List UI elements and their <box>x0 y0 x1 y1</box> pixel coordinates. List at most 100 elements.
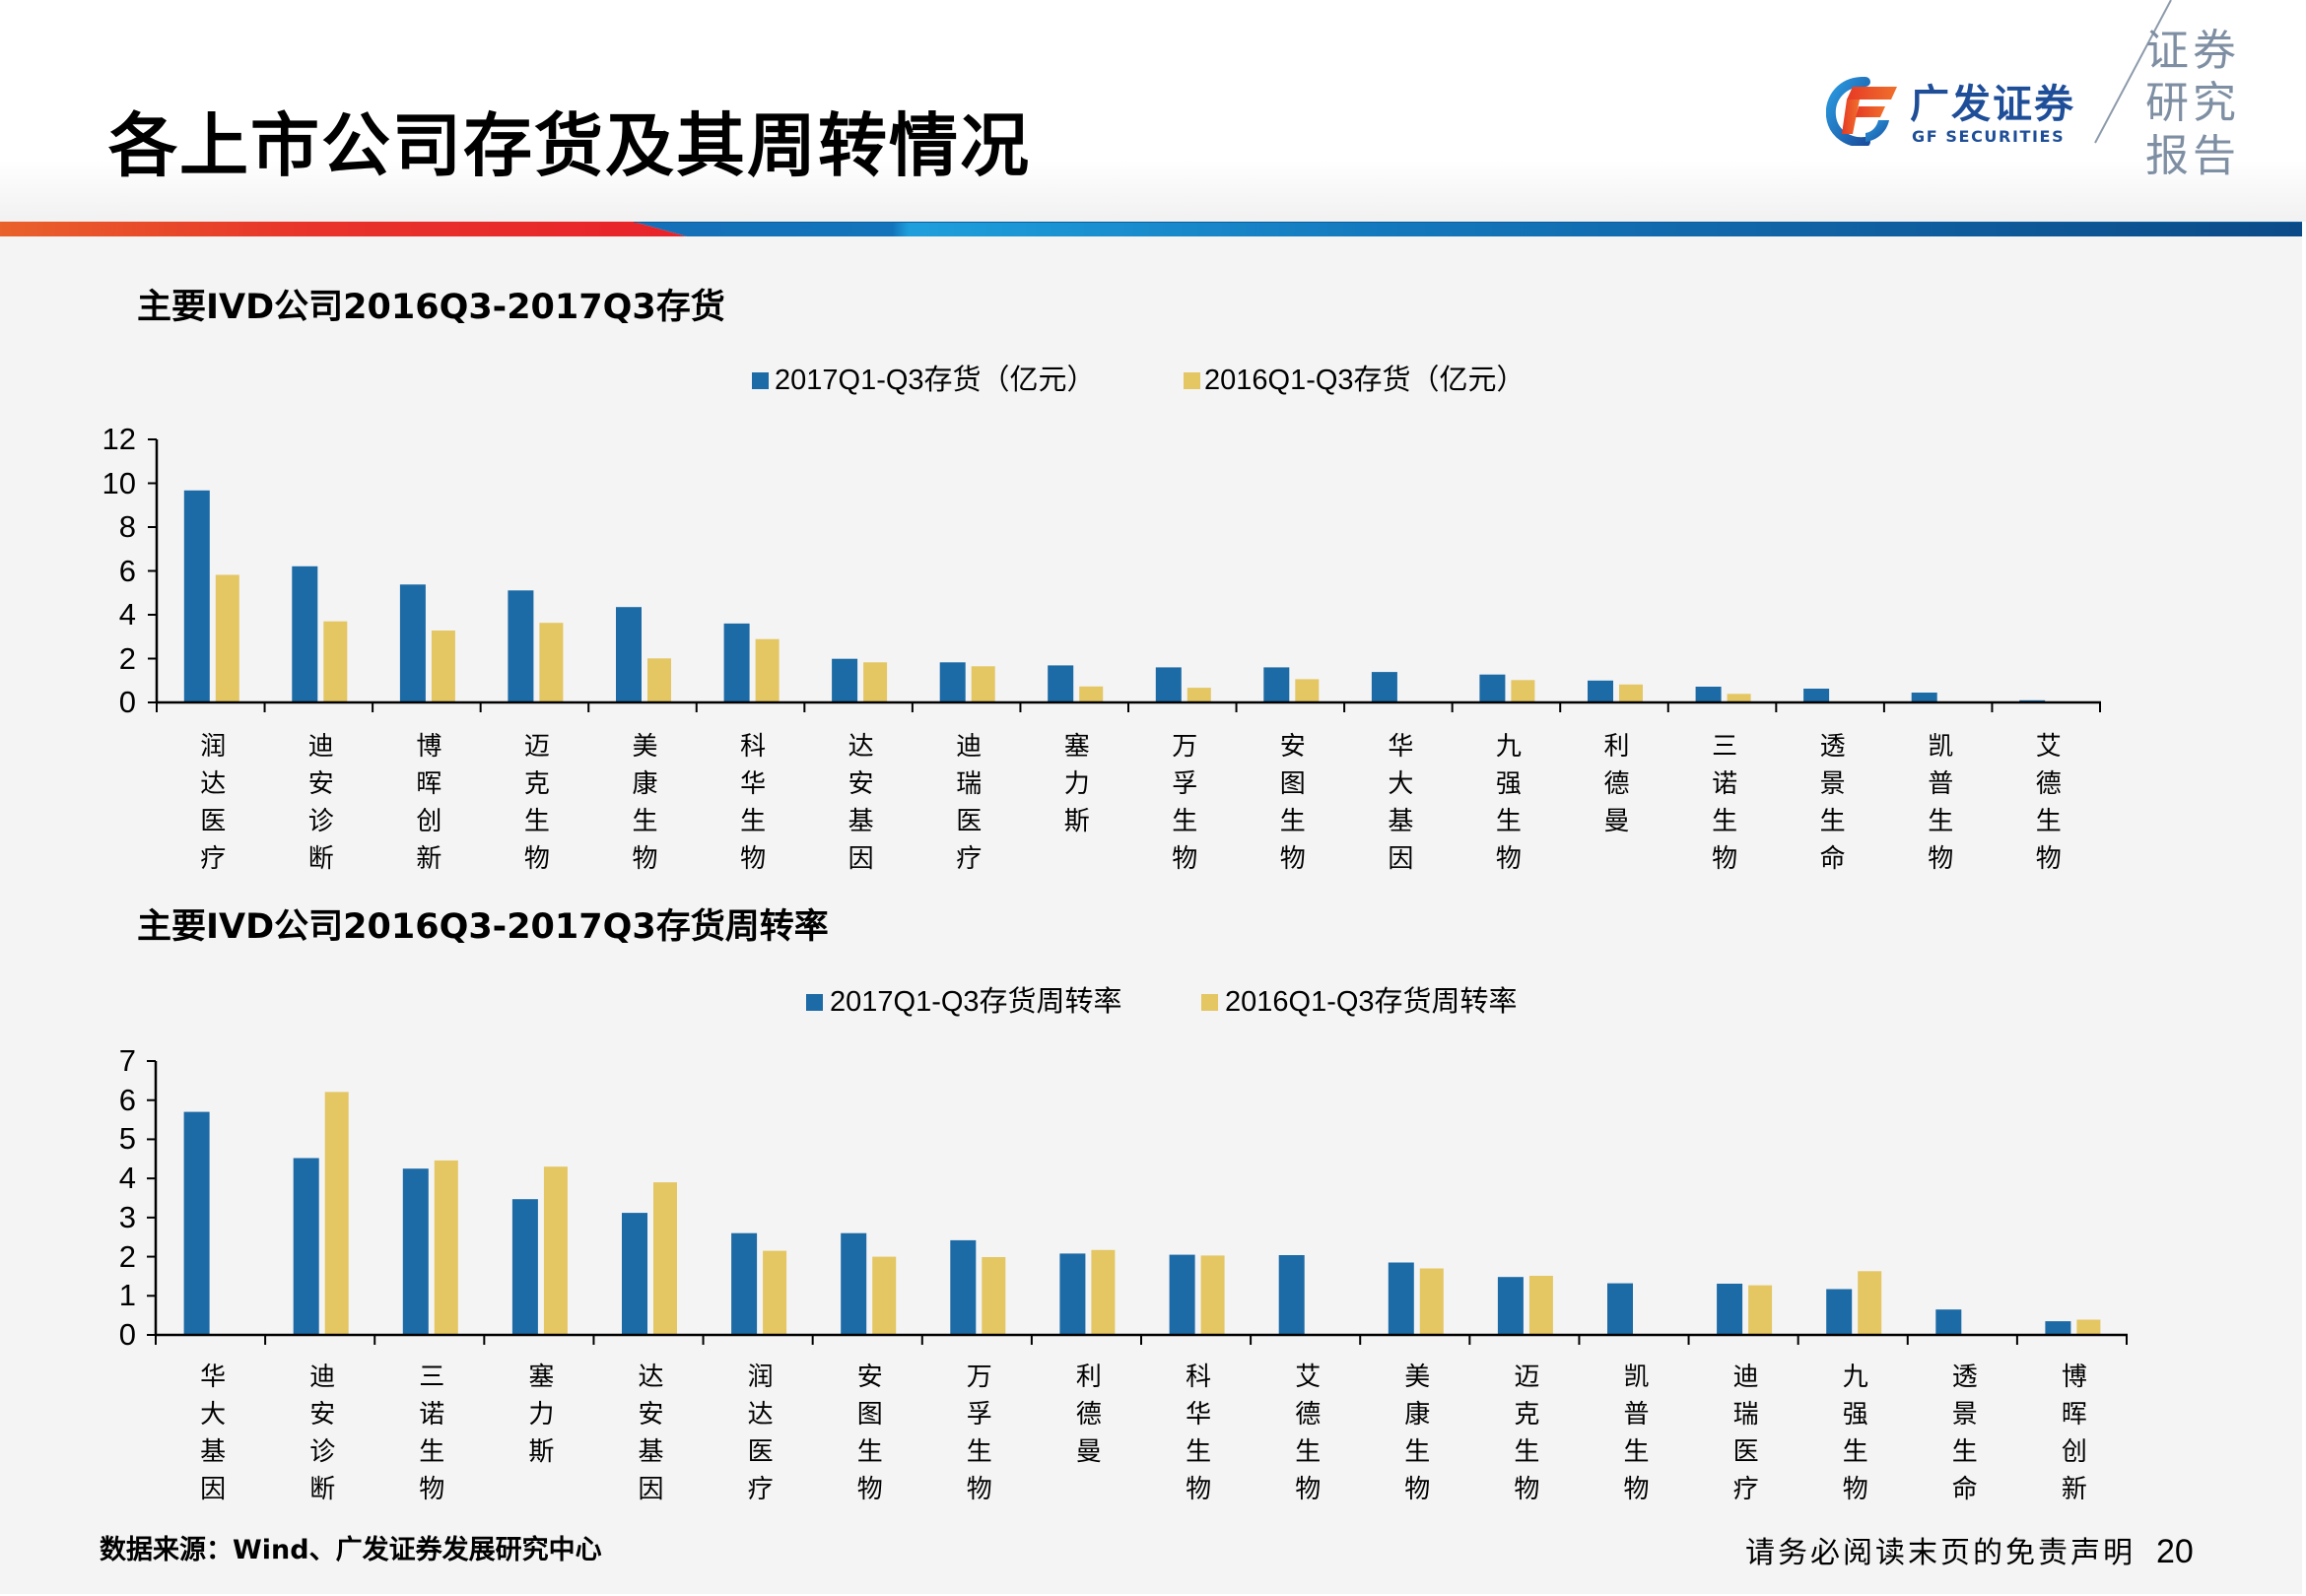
y-tick-label: 1 <box>118 1278 136 1313</box>
inventory-2016-bar <box>323 621 348 702</box>
legend-swatch-2017-inventory <box>752 372 769 389</box>
turnover-2016-bar <box>1091 1249 1116 1335</box>
inventory-2016-bar <box>1295 679 1320 702</box>
turnover-2017-bar <box>1717 1284 1743 1335</box>
turnover-2016-bar <box>2076 1319 2101 1335</box>
x-category-label: 万孚生物 <box>1167 732 1197 882</box>
x-category-label: 迪安诊断 <box>304 732 334 882</box>
inventory-2017-bar <box>1263 667 1290 702</box>
turnover-2017-bar <box>511 1199 538 1335</box>
turnover-2017-bar <box>1388 1262 1414 1335</box>
x-category-label: 凯普生物 <box>1923 732 1953 882</box>
header: 各上市公司存货及其周转情况 广发证券 GF SECURITIES <box>0 0 2306 222</box>
inventory-2016-bar <box>215 574 239 702</box>
x-category-label: 迪瑞医疗 <box>1729 1363 1759 1512</box>
turnover-2017-bar <box>1607 1283 1633 1335</box>
page-number: 20 <box>2156 1533 2194 1570</box>
turnover-2017-bar <box>1826 1289 1853 1335</box>
inventory-2017-bar <box>1588 680 1613 703</box>
turnover-2016-bar <box>763 1250 787 1335</box>
y-tick-label: 5 <box>118 1121 136 1157</box>
data-source-note: 数据来源：Wind、广发证券发展研究中心 <box>100 1535 602 1565</box>
inventory-2017-bar <box>508 590 534 702</box>
inventory-2017-bar <box>183 490 210 702</box>
x-category-label: 艾德生物 <box>1290 1363 1321 1512</box>
turnover-2017-bar <box>841 1232 867 1335</box>
turnover-2016-bar <box>982 1257 1006 1335</box>
x-category-label: 透景生命 <box>1947 1363 1978 1512</box>
turnover-2016-bar <box>324 1092 349 1335</box>
turnover-2017-bar <box>1497 1277 1524 1335</box>
turnover-2017-bar <box>293 1158 319 1335</box>
inventory-2016-bar <box>431 631 455 702</box>
turnover-bar-chart: 0 1 2 3 4 5 6 7 华大基因 迪安诊断 三诺生物 塞力斯 达安基因 润达医疗 安图生物 万孚生物 利… <box>0 1044 2306 1517</box>
y-tick-label: 6 <box>118 553 136 588</box>
x-category-label: 万孚生物 <box>962 1363 992 1512</box>
logo-name-cn: 广发证券 <box>1910 82 2075 127</box>
y-tick-label: 0 <box>118 1317 136 1352</box>
legend-swatch-2016-inventory <box>1184 372 1200 389</box>
turnover-2016-bar <box>653 1182 677 1335</box>
y-tick-label: 3 <box>118 1199 136 1234</box>
disclaimer-note: 请务必阅读末页的免责声明 <box>1745 1536 2136 1570</box>
inventory-2017-bar <box>292 565 318 702</box>
inventory-2017-bar <box>616 607 642 702</box>
y-tick-label: 4 <box>118 597 136 632</box>
x-category-label: 科华生物 <box>735 732 766 882</box>
page-title: 各上市公司存货及其周转情况 <box>108 104 1031 186</box>
x-category-label: 透景生命 <box>1815 732 1846 882</box>
x-category-label: 迪安诊断 <box>305 1363 335 1512</box>
tagline-line-3: 报告 <box>2145 131 2240 181</box>
inventory-2017-bar <box>1911 693 1937 702</box>
x-category-label: 润达医疗 <box>195 732 226 882</box>
x-category-label: 九强生物 <box>1491 732 1522 882</box>
inventory-2017-bar <box>1048 665 1074 702</box>
chart-1-title: 主要IVD公司2016Q3-2017Q3存货 <box>137 288 725 327</box>
y-tick-label: 7 <box>118 1043 136 1078</box>
x-category-label: 美康生物 <box>628 732 657 882</box>
x-category-label: 塞力斯 <box>1059 732 1090 844</box>
inventory-2016-bar <box>755 638 780 702</box>
x-category-label: 达安基因 <box>634 1363 663 1512</box>
x-category-label: 三诺生物 <box>1707 732 1737 882</box>
turnover-2017-bar <box>2045 1321 2071 1335</box>
inventory-bar-chart: 0 2 4 6 8 10 12 润达医疗 迪安诊断 博晖创新 迈克生物 美康生物 科华生物 达安基因 迪瑞医… <box>0 423 2306 887</box>
inventory-2017-bar <box>939 662 966 702</box>
inventory-chart-plot <box>148 438 2101 712</box>
inventory-2016-bar <box>1187 688 1211 702</box>
inventory-2017-bar <box>399 584 426 702</box>
turnover-2017-bar <box>402 1168 429 1335</box>
x-category-label: 塞力斯 <box>523 1363 554 1475</box>
inventory-2017-bar <box>1371 672 1397 702</box>
tagline-line-1: 证券 <box>2145 26 2240 76</box>
legend-label-2016-turnover: 2016Q1-Q3存货周转率 <box>1225 986 1518 1018</box>
inventory-2017-bar <box>723 623 750 702</box>
legend-label-2017-inventory: 2017Q1-Q3存货（亿元） <box>775 365 1096 396</box>
x-category-label: 迈克生物 <box>1509 1363 1539 1512</box>
y-tick-label: 2 <box>118 1238 136 1274</box>
x-category-label: 博晖创新 <box>2057 1363 2087 1512</box>
inventory-2016-bar <box>647 658 671 702</box>
turnover-2016-bar <box>1858 1271 1882 1335</box>
inventory-2016-bar <box>1619 684 1643 702</box>
legend-swatch-2017-turnover <box>806 994 823 1011</box>
x-category-label: 博晖创新 <box>411 732 441 882</box>
x-category-label: 九强生物 <box>1838 1363 1868 1512</box>
y-tick-label: 6 <box>118 1082 136 1117</box>
turnover-2016-bar <box>1200 1255 1225 1335</box>
turnover-2016-bar <box>1528 1276 1553 1335</box>
turnover-2017-bar <box>1059 1253 1086 1335</box>
turnover-2016-bar <box>434 1160 458 1335</box>
legend-label-2016-inventory: 2016Q1-Q3存货（亿元） <box>1204 365 1526 396</box>
x-category-label: 凯普生物 <box>1619 1363 1649 1512</box>
turnover-2017-bar <box>622 1213 647 1335</box>
x-category-label: 三诺生物 <box>414 1363 444 1512</box>
gf-logo-emblem-icon <box>1826 77 1897 146</box>
inventory-2016-bar <box>863 662 888 702</box>
x-category-label: 迪瑞医疗 <box>951 732 982 882</box>
y-tick-label: 4 <box>118 1161 136 1196</box>
header-stripe <box>0 222 2302 236</box>
x-category-label: 达安基因 <box>844 732 874 882</box>
x-category-label: 华大基因 <box>195 1363 226 1512</box>
